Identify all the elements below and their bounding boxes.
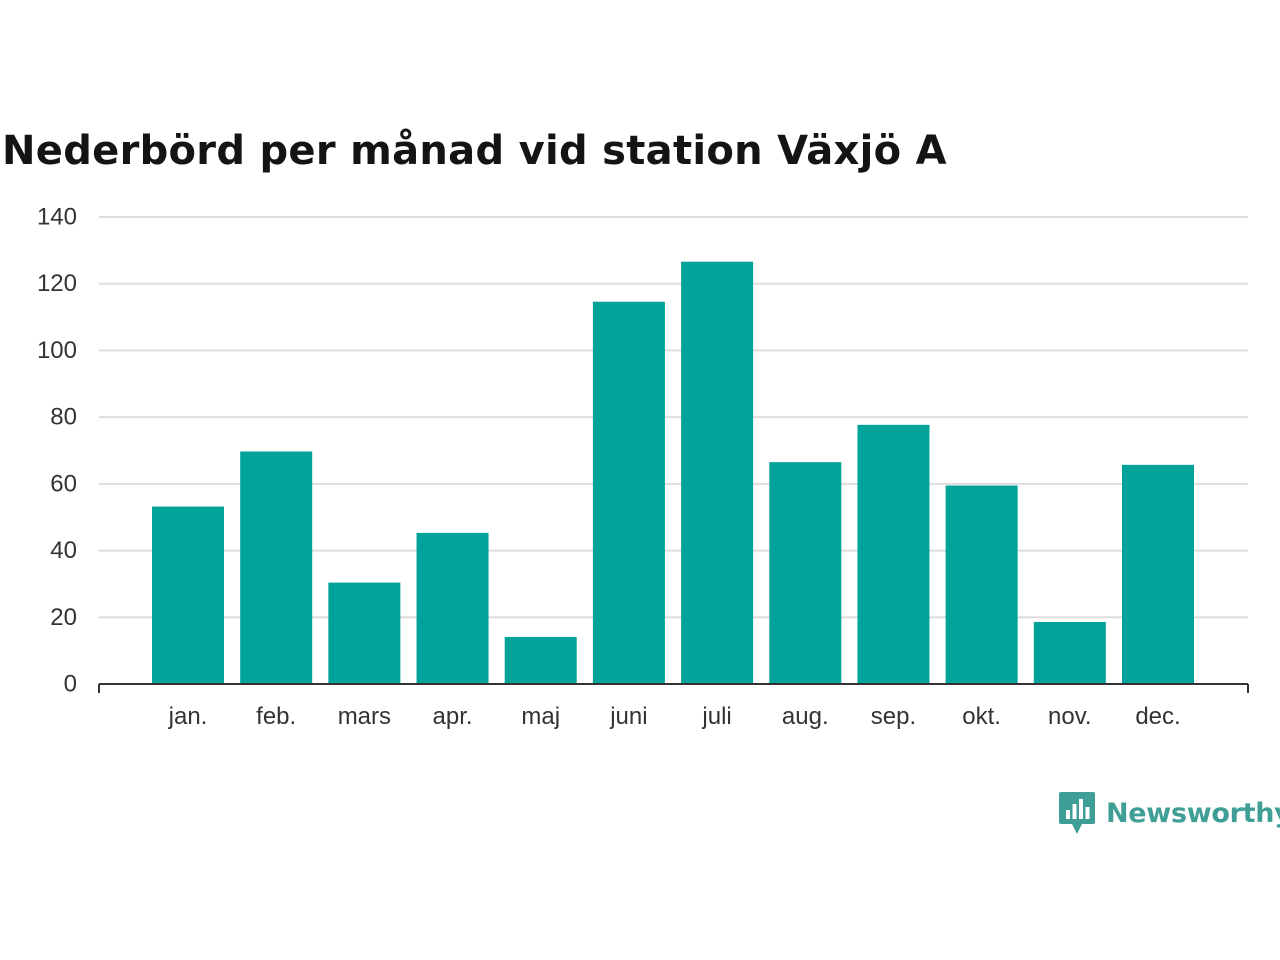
bar: [681, 261, 754, 684]
chart-title: Nederbörd per månad vid station Växjö A: [2, 128, 947, 174]
y-tick-labels: 0 20 40 60 80 100 120 140: [37, 204, 77, 698]
bar: [945, 485, 1018, 684]
bar: [416, 532, 489, 684]
bars: [152, 261, 1194, 684]
x-tick-label: feb.: [256, 703, 296, 730]
x-tick-label: maj: [521, 703, 560, 730]
brand-name: Newsworthy: [1106, 797, 1280, 829]
bar: [1122, 464, 1194, 684]
x-tick-label: okt.: [962, 703, 1001, 730]
x-axis: [98, 683, 1249, 693]
x-tick-label: jan.: [168, 703, 208, 730]
x-tick-label: juni: [609, 703, 647, 730]
bar: [240, 451, 313, 684]
x-tick-label: apr.: [433, 703, 473, 730]
bar: [328, 582, 401, 684]
y-tick-label: 120: [37, 270, 77, 297]
bar: [857, 424, 930, 684]
y-tick-label: 80: [50, 404, 77, 431]
newsworthy-logo-icon: [1059, 792, 1095, 834]
y-tick-label: 140: [37, 204, 77, 231]
x-tick-label: dec.: [1135, 703, 1180, 730]
x-tick-label: sep.: [871, 703, 916, 730]
bar: [1033, 621, 1106, 684]
bar: [592, 301, 665, 684]
y-tick-label: 60: [50, 470, 77, 497]
y-tick-label: 0: [64, 671, 77, 698]
x-tick-label: juli: [701, 703, 731, 730]
brand-logo: Newsworthy: [1058, 790, 1280, 836]
bar: [152, 506, 224, 684]
x-tick-label: aug.: [782, 703, 829, 730]
x-tick-label: mars: [338, 703, 391, 730]
bar: [504, 636, 577, 684]
y-tick-label: 100: [37, 337, 77, 364]
bar: [769, 462, 842, 684]
x-tick-label: nov.: [1048, 703, 1092, 730]
x-tick-labels: jan. feb. mars apr. maj juni juli aug. sep. okt. n…: [168, 703, 1181, 730]
y-tick-label: 20: [50, 604, 77, 631]
y-tick-label: 40: [50, 537, 77, 564]
